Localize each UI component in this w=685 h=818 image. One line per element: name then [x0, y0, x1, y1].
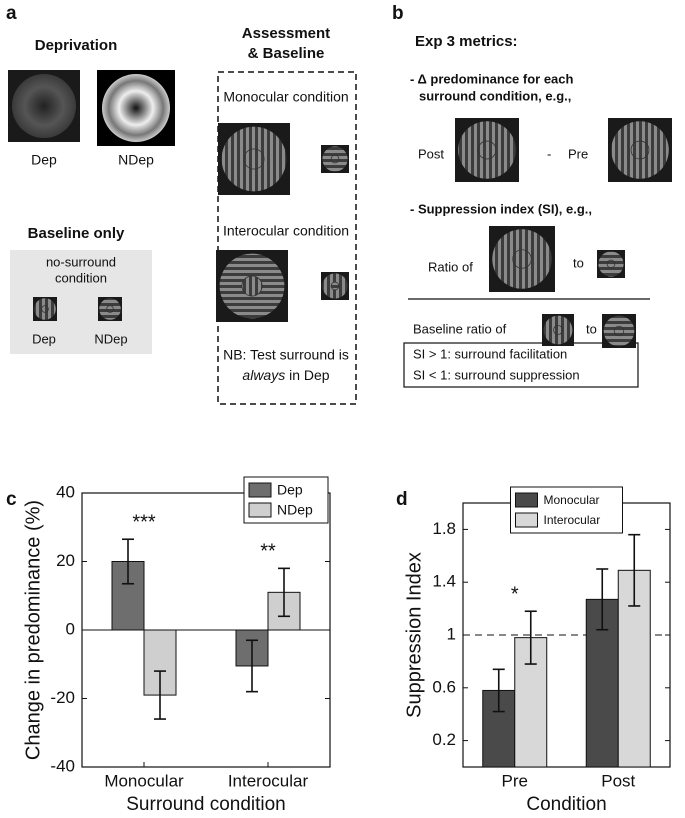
legend-swatch	[515, 512, 538, 528]
metric-text: surround condition, e.g.,	[419, 88, 571, 103]
heading: Baseline only	[28, 225, 125, 242]
metric-text: - Suppression index (SI), e.g.,	[410, 201, 592, 216]
stimulus	[543, 315, 573, 345]
stimulus	[106, 305, 114, 313]
metric-text: Baseline ratio of	[413, 321, 507, 336]
box-text: NDep	[94, 331, 127, 346]
metric-text: - Δ predominance for each	[410, 71, 574, 86]
significance: ***	[132, 512, 156, 534]
panel-label: b	[392, 3, 404, 24]
y-tick-label: 0	[66, 619, 75, 638]
stimulus	[477, 140, 497, 160]
legend-label: Monocular	[544, 493, 600, 507]
y-tick-label: 1.8	[432, 519, 456, 538]
y-tick-label: 1.4	[432, 572, 456, 591]
panel-label: c	[6, 489, 17, 510]
condition-label: Interocular condition	[223, 223, 349, 239]
panel-label: d	[396, 489, 408, 510]
condition-label: Monocular condition	[223, 89, 348, 105]
stimulus	[598, 251, 624, 277]
box-text: condition	[55, 270, 107, 285]
stimulus	[322, 146, 348, 172]
metric-text: to	[586, 321, 597, 336]
metric-text: to	[573, 255, 584, 270]
legend-swatch	[515, 492, 538, 508]
stimulus	[613, 325, 625, 337]
legend-swatch	[248, 502, 272, 518]
metric-text: -	[547, 146, 551, 161]
stimulus	[512, 249, 532, 269]
y-tick-label: 40	[56, 482, 75, 501]
heading: Deprivation	[35, 37, 118, 54]
si-box	[403, 342, 639, 388]
stimulus	[603, 315, 635, 347]
stimulus	[492, 229, 552, 289]
image-label: NDep	[118, 152, 154, 168]
y-axis-label: Suppression Index	[403, 552, 425, 718]
x-tick-label: Post	[601, 771, 635, 790]
y-tick-label: 0.6	[432, 677, 456, 696]
stimulus	[34, 298, 56, 320]
stimulus	[41, 305, 49, 313]
legend-label: Dep	[277, 482, 303, 498]
y-tick-label: -20	[50, 688, 75, 707]
stimulus	[611, 121, 669, 179]
y-tick-label: 1	[447, 624, 456, 643]
metric-text: Pre	[568, 146, 588, 161]
panel-label: a	[6, 3, 17, 24]
stimulus	[221, 126, 287, 192]
stimulus	[330, 281, 340, 291]
metric-text: SI > 1: surround facilitation	[413, 346, 567, 361]
x-tick-label: Monocular	[104, 771, 184, 790]
legend-label: Interocular	[544, 513, 601, 527]
y-tick-label: 0.2	[432, 730, 456, 749]
y-axis-label: Change in predominance (%)	[22, 500, 44, 760]
note: always in Dep	[242, 367, 329, 383]
x-axis-label: Surround condition	[126, 794, 286, 813]
heading: Assessment	[242, 25, 330, 42]
x-tick-label: Pre	[502, 771, 528, 790]
heading: & Baseline	[248, 45, 325, 62]
ndep-image	[102, 74, 170, 142]
stimulus	[243, 148, 265, 170]
metric-text: Ratio of	[428, 259, 473, 274]
stimulus	[606, 259, 616, 269]
legend-label: NDep	[277, 502, 313, 518]
note: NB: Test surround is	[223, 347, 349, 363]
note-rest: in Dep	[289, 367, 330, 383]
significance: *	[511, 584, 519, 606]
legend-swatch	[248, 482, 272, 498]
stimulus	[241, 275, 263, 297]
x-tick-label: Interocular	[228, 771, 309, 790]
box-text: Dep	[32, 331, 56, 346]
dep-image	[12, 74, 76, 138]
metric-text: SI < 1: surround suppression	[413, 367, 580, 382]
stimulus	[330, 154, 340, 164]
box-text: no-surround	[46, 254, 116, 269]
note-italic: always	[242, 367, 285, 383]
assessment-box	[217, 71, 357, 405]
x-axis-label: Condition	[526, 794, 606, 813]
stimulus	[630, 140, 650, 160]
y-tick-label: -40	[50, 756, 75, 775]
heading: Exp 3 metrics:	[415, 33, 518, 50]
metric-text: Post	[418, 146, 444, 161]
significance: **	[260, 541, 276, 563]
image-label: Dep	[31, 152, 57, 168]
stimulus	[553, 325, 563, 335]
y-tick-label: 20	[56, 551, 75, 570]
stimulus	[99, 298, 121, 320]
stimulus	[458, 121, 516, 179]
